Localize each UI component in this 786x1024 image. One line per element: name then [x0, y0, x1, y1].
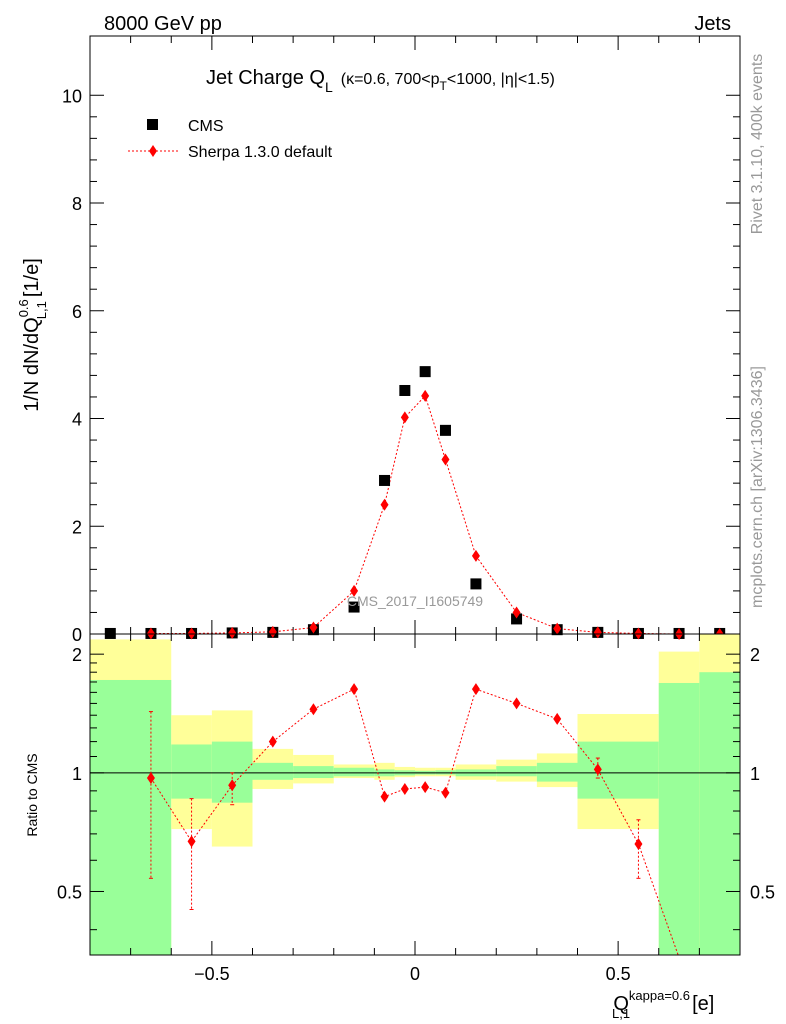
sherpa-point: [350, 584, 359, 597]
x-axis-label: Qkappa=0.6 L,1 [e]: [612, 988, 714, 1021]
ratio-point: [228, 779, 237, 792]
plot-title: Jet Charge QL (κ=0.6, 700<pT<1000, |η|<1.…: [206, 67, 555, 95]
ratio-point: [350, 683, 359, 696]
ratio-y-axis: 0.5 0.5 1 1 2 2: [57, 645, 775, 931]
band-green: [211, 741, 253, 803]
cms-point: [511, 613, 523, 625]
sherpa-point: [471, 549, 480, 562]
band-green: [171, 744, 212, 799]
band-green: [577, 741, 659, 799]
upper-y-tick-label: 4: [72, 410, 82, 430]
sherpa-point: [400, 411, 409, 424]
upper-y-tick-label: 0: [72, 625, 82, 645]
cms-point: [399, 384, 411, 396]
upper-y-tick-label: 8: [72, 194, 82, 214]
ratio-plot: 0.5 0.5 1 1 2 2 −0.5 0 0.5 Ratio to CMS Qkappa=…: [24, 633, 775, 1021]
sherpa-point: [512, 606, 521, 619]
cms-point: [470, 578, 482, 590]
sherpa-point: [380, 498, 389, 511]
band-green: [333, 767, 375, 777]
ratio-marks: [146, 683, 643, 850]
sherpa-point: [553, 622, 562, 635]
cms-point: [379, 474, 391, 486]
ratio-point: [146, 772, 155, 785]
upper-y-tick-label: 6: [72, 302, 82, 322]
cms-point: [104, 627, 116, 639]
upper-y-tick-label: 10: [62, 86, 82, 106]
sherpa-point: [228, 626, 237, 639]
ratio-point: [634, 837, 643, 850]
band-green: [699, 672, 740, 955]
sherpa-point: [421, 389, 430, 402]
ratio-point: [553, 712, 562, 725]
ratio-point: [309, 703, 318, 716]
legend-cms-marker: [147, 119, 158, 130]
band-green: [293, 766, 334, 779]
upper-y-label: 1/N dN/dQ0.6 L,1[1/e]: [16, 258, 49, 412]
sherpa-point: [441, 453, 450, 466]
sherpa-point: [309, 621, 318, 634]
ratio-point: [441, 786, 450, 799]
legend-mc-marker: [149, 145, 157, 157]
legend-cms-label: CMS: [188, 118, 224, 135]
cms-point: [439, 424, 451, 436]
ratio-sherpa-line: [150, 688, 679, 955]
ratio-y-tick-label: 2: [72, 645, 82, 665]
ratio-point: [268, 735, 277, 748]
sherpa-point: [593, 626, 602, 639]
rivet-label: Rivet 3.1.10, 400k events: [749, 54, 766, 235]
upper-marks: [104, 366, 726, 640]
cms-point: [348, 601, 360, 613]
sherpa-point: [268, 625, 277, 638]
sherpa-point: [146, 627, 155, 640]
ratio-y-tick-label: 0.5: [57, 882, 82, 902]
header-right: Jets: [694, 13, 731, 35]
ratio-bands: [90, 634, 740, 955]
ratio-point: [421, 781, 430, 794]
upper-y-axis: 0 2 4 6 8 10: [62, 86, 740, 645]
ratio-point: [400, 782, 409, 795]
ratio-y-tick-label-right: 0.5: [750, 882, 775, 902]
ratio-point: [512, 697, 521, 710]
sherpa-point: [187, 627, 196, 640]
mcplots-label: mcplots.cern.ch [arXiv:1306.3436]: [749, 366, 766, 608]
ratio-point: [471, 683, 480, 696]
band-green: [252, 762, 294, 780]
band-green: [658, 682, 700, 955]
band-green: [496, 766, 537, 777]
watermark: CMS_2017_I1605749: [347, 593, 483, 609]
x-tick-label: 0.5: [606, 964, 631, 984]
x-tick-label: 0: [410, 964, 420, 984]
ratio-y-label: Ratio to CMS: [24, 753, 40, 836]
cms-point: [419, 366, 431, 378]
ratio-y-tick-label-right: 1: [750, 764, 760, 784]
upper-y-tick-label: 2: [72, 517, 82, 537]
ratio-x-axis: −0.5 0 0.5: [89, 634, 741, 984]
x-tick-label: −0.5: [194, 964, 230, 984]
ratio-point: [380, 790, 389, 803]
legend-mc-label: Sherpa 1.3.0 default: [188, 144, 333, 161]
legend: CMS Sherpa 1.3.0 default: [128, 118, 333, 161]
ratio-y-tick-label-right: 2: [750, 645, 760, 665]
ratio-point: [187, 835, 196, 848]
sherpa-point: [634, 627, 643, 640]
ratio-point: [593, 763, 602, 776]
upper-x-ticks: [89, 36, 741, 634]
band-green: [536, 762, 578, 782]
upper-plot: 0 2 4 6 8 10 Jet Charge QL (κ=0.6, 700<pT<1000…: [16, 35, 741, 645]
band-green: [90, 679, 172, 955]
header-left: 8000 GeV pp: [104, 13, 222, 35]
ratio-y-tick-label: 1: [72, 764, 82, 784]
